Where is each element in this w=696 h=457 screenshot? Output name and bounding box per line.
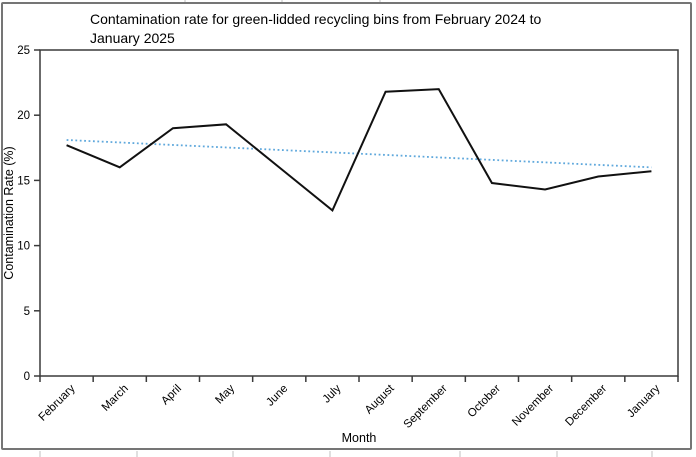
x-tick-label: May: [213, 382, 237, 406]
trendline: [66, 139, 652, 169]
y-tick-label: 20: [17, 110, 30, 122]
x-axis-title: Month: [342, 431, 377, 445]
series-line: [66, 88, 652, 212]
y-tick-label: 25: [17, 45, 30, 57]
y-tick-label: 5: [24, 306, 30, 318]
x-tick-label: April: [159, 383, 184, 408]
x-tick-label: March: [100, 383, 131, 414]
y-tick-label: 0: [24, 371, 30, 383]
chart-title: Contamination rate for green-lidded recy…: [90, 10, 541, 48]
chart-title-line2: January 2025: [90, 30, 175, 46]
x-tick-label: June: [264, 383, 290, 409]
y-axis-title: Contamination Rate (%): [2, 146, 16, 279]
y-tick-label: 15: [17, 175, 30, 187]
x-tick-label: October: [466, 383, 504, 421]
x-tick-label: November: [510, 383, 556, 429]
chart-title-line1: Contamination rate for green-lidded recy…: [90, 11, 542, 27]
x-tick-label: December: [563, 383, 609, 429]
x-tick-label: August: [363, 382, 397, 416]
x-tick-label: February: [37, 382, 78, 423]
x-tick-label: September: [402, 383, 450, 431]
x-tick-label: January: [625, 382, 663, 420]
y-tick-label: 10: [17, 241, 30, 253]
x-tick-label: July: [321, 382, 344, 405]
plot-border: [39, 49, 679, 377]
